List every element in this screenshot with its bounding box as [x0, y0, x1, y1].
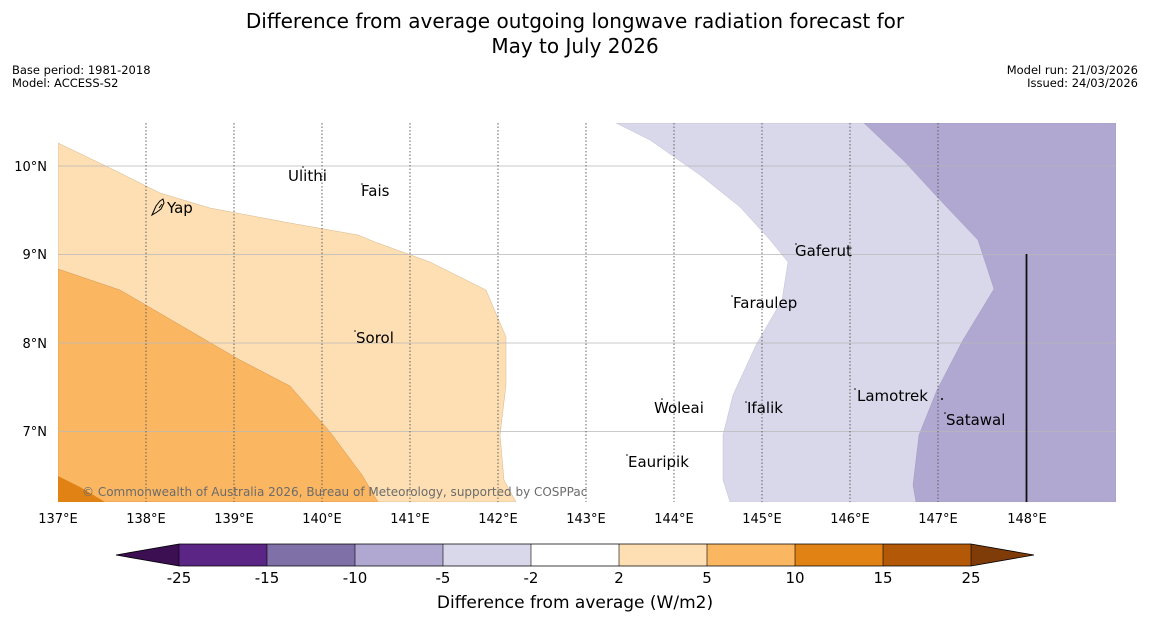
place-label-yap: Yap [166, 199, 193, 217]
place-labels: Yap Ulithi Fais Gaferut Faraulep Sorol W… [166, 167, 1005, 471]
place-label-gaferut: Gaferut [795, 242, 852, 260]
zone-orange [58, 268, 379, 502]
colorbar-bin-n5-n2 [443, 544, 531, 566]
lat-tick-10n: 10°N [14, 160, 47, 175]
copyright-credit: © Commonwealth of Australia 2026, Bureau… [82, 485, 587, 499]
place-label-woleai: Woleai [654, 399, 704, 417]
lon-tick-140e: 140°E [302, 512, 342, 527]
zone-dark-orange [58, 476, 105, 502]
lon-tick-145e: 145°E [742, 512, 782, 527]
title-line-2: May to July 2026 [491, 34, 659, 58]
lat-tick-7n: 7°N [23, 425, 48, 440]
place-label-satawal: Satawal [946, 411, 1005, 429]
colorbar-tick-labels: -25 -15 -10 -5 -2 2 5 10 15 25 [167, 569, 981, 587]
place-label-faraulep: Faraulep [733, 294, 797, 312]
model-name: Model: ACCESS-S2 [12, 76, 119, 90]
cb-tick-p25: 25 [961, 569, 980, 587]
colorbar-extend-max [971, 544, 1034, 566]
longitude-tick-labels: 137°E 138°E 139°E 140°E 141°E 142°E 143°… [38, 512, 1047, 527]
cb-tick-p2: 2 [614, 569, 624, 587]
place-label-sorol: Sorol [356, 329, 394, 347]
colorbar-dividers [178, 544, 972, 566]
place-label-eauripik: Eauripik [628, 453, 689, 471]
island-markers [302, 166, 946, 456]
colorbar: -25 -15 -10 -5 -2 2 5 10 15 25 [115, 543, 1035, 587]
cb-tick-n10: -10 [343, 569, 368, 587]
place-label-ulithi: Ulithi [288, 167, 327, 185]
lon-tick-141e: 141°E [390, 512, 430, 527]
lon-tick-143e: 143°E [566, 512, 606, 527]
lon-tick-139e: 139°E [214, 512, 254, 527]
place-label-ifalik: Ifalik [747, 399, 783, 417]
lat-tick-9n: 9°N [23, 248, 48, 263]
colorbar-bin-p5-p10 [707, 544, 795, 566]
lon-tick-148e: 148°E [1007, 512, 1047, 527]
chart-title: Difference from average outgoing longwav… [0, 9, 1150, 59]
colorbar-extend-min [116, 544, 179, 566]
base-period: Base period: 1981-2018 [12, 63, 151, 77]
meta-left: Base period: 1981-2018 Model: ACCESS-S2 [12, 64, 151, 90]
lon-tick-144e: 144°E [654, 512, 694, 527]
lon-tick-137e: 137°E [38, 512, 78, 527]
lon-tick-146e: 146°E [830, 512, 870, 527]
cb-tick-n5: -5 [436, 569, 451, 587]
cb-tick-p10: 10 [785, 569, 804, 587]
lon-tick-138e: 138°E [126, 512, 166, 527]
longitude-gridlines [145, 123, 939, 502]
cb-tick-p5: 5 [702, 569, 712, 587]
yap-island-outline [150, 198, 165, 217]
colorbar-title: Difference from average (W/m2) [436, 593, 714, 613]
colorbar-bin-p2-p5 [619, 544, 707, 566]
map-plot-area: © Commonwealth of Australia 2026, Bureau… [58, 123, 1116, 502]
issued-date: Issued: 24/03/2026 [1027, 76, 1138, 90]
title-line-1: Difference from average outgoing longwav… [245, 9, 905, 33]
colorbar-bin-p15-p25 [883, 544, 971, 566]
colorbar-bin-n10-n5 [355, 544, 443, 566]
cb-tick-p15: 15 [873, 569, 892, 587]
place-label-fais: Fais [361, 182, 390, 200]
cb-tick-n25: -25 [167, 569, 192, 587]
meta-right: Model run: 21/03/2026 Issued: 24/03/2026 [1007, 64, 1138, 90]
colorbar-bin-n25-n15 [179, 544, 267, 566]
lat-tick-8n: 8°N [23, 337, 48, 352]
model-run: Model run: 21/03/2026 [1006, 63, 1138, 77]
place-label-lamotrek: Lamotrek [857, 387, 928, 405]
cb-tick-n15: -15 [255, 569, 280, 587]
cb-tick-n2: -2 [524, 569, 539, 587]
lon-tick-142e: 142°E [478, 512, 518, 527]
latitude-tick-labels: 10°N 9°N 8°N 7°N [14, 160, 47, 440]
lon-tick-147e: 147°E [918, 512, 958, 527]
colorbar-bin-n2-p2 [531, 544, 619, 566]
colorbar-bin-p10-p15 [795, 544, 883, 566]
colorbar-bin-n15-n10 [267, 544, 355, 566]
zone-lavender [863, 123, 1116, 502]
